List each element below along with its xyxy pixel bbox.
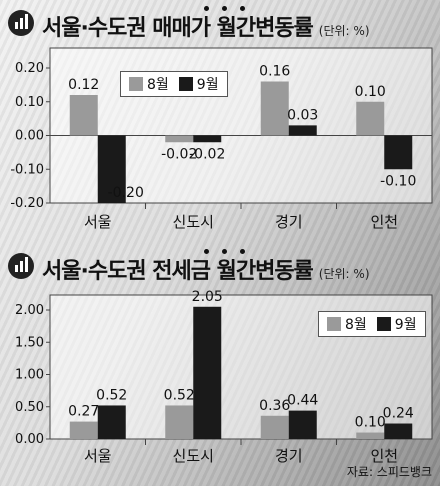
- data-label: 0.52: [164, 387, 195, 403]
- emphasis-dot: [240, 6, 245, 11]
- y-tick-label: 0.50: [15, 400, 44, 415]
- sale-price-unit: (단위: %): [318, 24, 370, 38]
- legend-label-aug: 8월: [147, 77, 169, 93]
- sale-price-panel: 서울·수도권 매매가 월간변동률 (단위: %) 0.20 0.10 0.00 -0.1…: [8, 6, 438, 231]
- bar-sep: [288, 410, 317, 439]
- emphasis-dot: [222, 249, 227, 254]
- bar-sep: [288, 125, 317, 136]
- data-label: 0.03: [287, 107, 318, 123]
- sale-price-title: 서울·수도권 매매가 월간변동률 (단위: %): [42, 16, 370, 41]
- bar-aug: [356, 101, 385, 136]
- data-label: 0.10: [355, 415, 386, 431]
- bar-aug: [69, 421, 98, 439]
- category-label: 인천: [370, 447, 398, 465]
- data-label: 0.10: [355, 84, 386, 100]
- category-label: 인천: [370, 213, 398, 231]
- data-label: -0.02: [161, 146, 197, 162]
- bar-aug: [165, 135, 194, 143]
- data-label: 0.16: [259, 64, 290, 80]
- jeonse-legend: 8월 9월: [318, 311, 426, 337]
- category-label: 경기: [275, 213, 303, 231]
- jeonse-chart: 2.001.501.000.500.00서울0.270.52신도시0.522.0…: [15, 289, 433, 465]
- bar-sep: [384, 135, 413, 170]
- y-tick-label: 0.00: [15, 129, 44, 144]
- data-label: 0.27: [68, 404, 99, 420]
- bar-sep: [193, 306, 222, 439]
- data-label: 0.44: [287, 393, 318, 409]
- bar-chart-icon: [8, 253, 34, 279]
- data-label: -0.20: [108, 185, 144, 201]
- bar-aug: [260, 81, 289, 136]
- emphasis-dot: [204, 6, 209, 11]
- legend-swatch-sep: [376, 317, 391, 331]
- category-label: 신도시: [173, 447, 214, 465]
- y-tick-label: 1.50: [15, 335, 44, 350]
- legend-swatch-aug: [129, 77, 143, 91]
- source-note: 자료: 스피드뱅크: [346, 465, 432, 479]
- sale-price-chart: 0.20 0.10 0.00 -0.10 -0.20 서울 0.12 -0.20 신도시 -0.0…: [10, 47, 433, 231]
- bar-sep: [97, 405, 126, 439]
- emphasis-dot: [222, 6, 227, 11]
- jeonse-unit: (단위: %): [318, 267, 370, 281]
- data-label: 0.36: [259, 398, 290, 414]
- legend-label-sep: 9월: [394, 317, 417, 333]
- y-tick-label: 0.00: [15, 432, 44, 447]
- y-tick-label: 0.20: [15, 61, 44, 76]
- bar-sep: [97, 135, 126, 203]
- emphasis-dot: [240, 249, 245, 254]
- data-label: 0.52: [96, 387, 127, 403]
- legend-label-aug: 8월: [345, 317, 367, 333]
- y-tick-label: -0.10: [10, 162, 44, 177]
- legend-swatch-sep: [178, 77, 193, 91]
- bar-chart-icon: [8, 10, 34, 36]
- data-label: -0.02: [189, 146, 225, 162]
- bar-aug: [260, 415, 289, 439]
- data-label: 0.12: [68, 77, 99, 93]
- jeonse-title: 서울·수도권 전세금 월간변동률 (단위: %): [42, 259, 370, 284]
- category-label: 서울: [84, 213, 112, 231]
- y-tick-label: 1.00: [15, 368, 44, 383]
- y-tick-label: -0.20: [10, 196, 44, 211]
- category-label: 서울: [84, 447, 112, 465]
- data-label: 0.24: [383, 406, 414, 422]
- category-label: 신도시: [173, 213, 214, 231]
- jeonse-title-row: 서울·수도권 전세금 월간변동률 (단위: %): [8, 249, 438, 287]
- legend-label-sep: 9월: [196, 77, 219, 93]
- bar-aug: [69, 95, 98, 136]
- sale-price-legend: 8월 9월: [120, 71, 228, 97]
- data-label: 2.05: [192, 289, 223, 305]
- bar-aug: [356, 432, 385, 439]
- legend-swatch-aug: [327, 317, 341, 331]
- bar-sep: [384, 423, 413, 439]
- category-label: 경기: [275, 447, 303, 465]
- bar-aug: [165, 405, 194, 439]
- bar-sep: [193, 135, 222, 143]
- y-tick-label: 2.00: [15, 303, 44, 318]
- y-tick-label: 0.10: [15, 95, 44, 110]
- data-label: -0.10: [380, 173, 416, 189]
- sale-price-title-row: 서울·수도권 매매가 월간변동률 (단위: %): [8, 6, 438, 44]
- emphasis-dot: [204, 249, 209, 254]
- jeonse-panel: 서울·수도권 전세금 월간변동률 (단위: %) 2.00 1.50 1.00 0.50…: [0, 243, 440, 486]
